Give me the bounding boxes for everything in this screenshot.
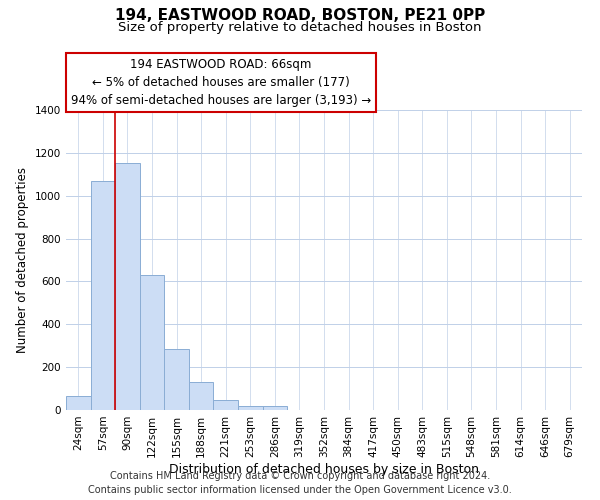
Bar: [91, 180, 115, 410]
Bar: [189, 382, 214, 410]
Text: 194, EASTWOOD ROAD, BOSTON, PE21 0PP: 194, EASTWOOD ROAD, BOSTON, PE21 0PP: [115, 8, 485, 22]
Text: Size of property relative to detached houses in Boston: Size of property relative to detached ho…: [118, 21, 482, 34]
Bar: [263, 406, 287, 410]
Text: Contains HM Land Registry data © Crown copyright and database right 2024.
Contai: Contains HM Land Registry data © Crown c…: [88, 471, 512, 495]
Bar: [238, 406, 263, 410]
Bar: [140, 275, 164, 410]
Y-axis label: Number of detached properties: Number of detached properties: [16, 167, 29, 353]
Bar: [115, 162, 140, 410]
Bar: [66, 396, 91, 410]
X-axis label: Distribution of detached houses by size in Boston: Distribution of detached houses by size …: [169, 462, 479, 475]
Bar: [214, 400, 238, 410]
Bar: [164, 349, 189, 410]
Text: 194 EASTWOOD ROAD: 66sqm
← 5% of detached houses are smaller (177)
94% of semi-d: 194 EASTWOOD ROAD: 66sqm ← 5% of detache…: [71, 58, 371, 107]
